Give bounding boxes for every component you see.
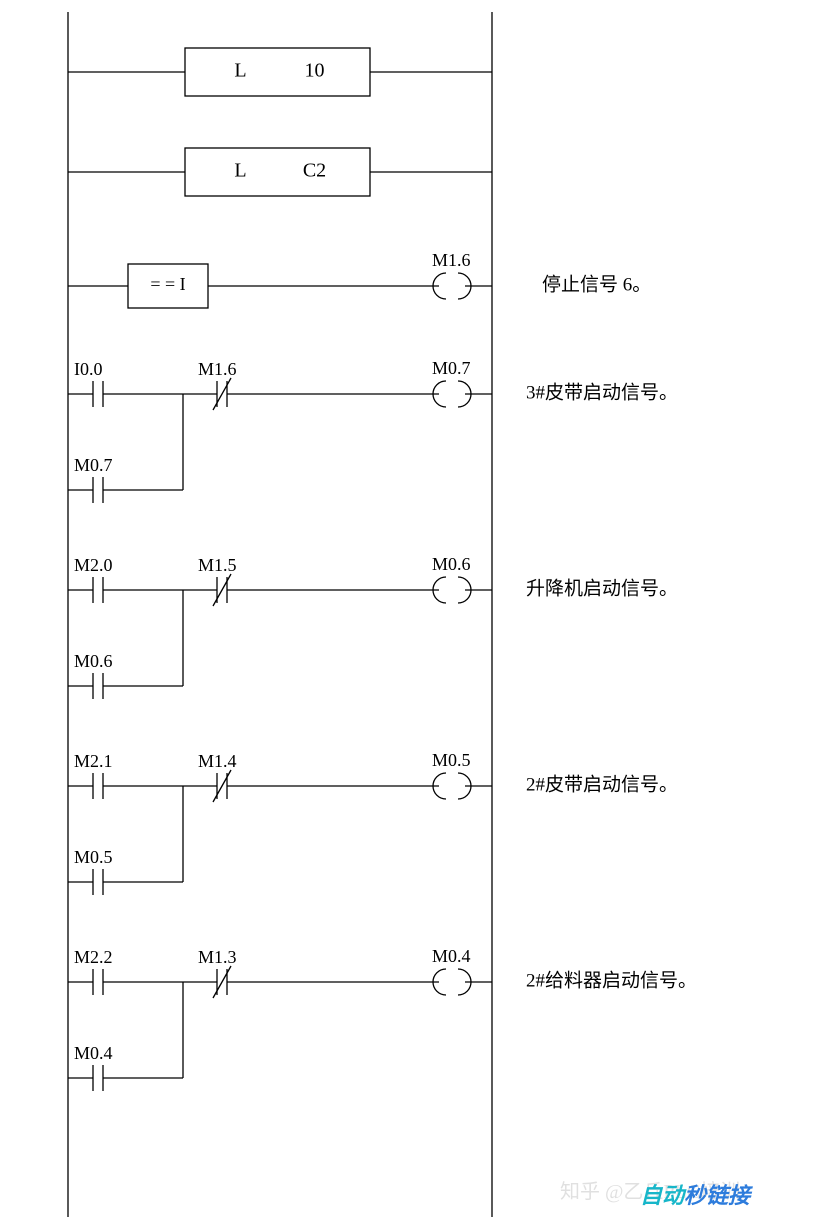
- svg-text:M1.3: M1.3: [198, 947, 237, 967]
- svg-text:M0.6: M0.6: [74, 651, 113, 671]
- svg-text:M0.4: M0.4: [432, 946, 471, 966]
- svg-text:M1.5: M1.5: [198, 555, 237, 575]
- svg-text:M2.2: M2.2: [74, 947, 113, 967]
- svg-text:M1.6: M1.6: [198, 359, 237, 379]
- svg-text:M0.4: M0.4: [74, 1043, 113, 1063]
- svg-text:M1.6: M1.6: [432, 250, 471, 270]
- svg-text:M0.6: M0.6: [432, 554, 471, 574]
- ladder-diagram: L 10 L C2 = = I M1.6 停止信号 6。 I0.0 M1.6 M0.7 M0.7 3#…: [0, 0, 828, 1217]
- svg-text:L: L: [234, 160, 246, 182]
- svg-text:3#皮带启动信号。: 3#皮带启动信号。: [526, 381, 678, 403]
- svg-text:停止信号 6。: 停止信号 6。: [542, 273, 651, 295]
- svg-text:M0.7: M0.7: [432, 358, 471, 378]
- svg-text:M2.0: M2.0: [74, 555, 113, 575]
- svg-text:M2.1: M2.1: [74, 751, 113, 771]
- svg-text:M0.5: M0.5: [74, 847, 113, 867]
- svg-text:2#皮带启动信号。: 2#皮带启动信号。: [526, 773, 678, 795]
- svg-text:= = I: = = I: [150, 274, 185, 294]
- svg-text:升降机启动信号。: 升降机启动信号。: [526, 577, 678, 599]
- svg-text:M0.7: M0.7: [74, 455, 113, 475]
- svg-text:I0.0: I0.0: [74, 359, 103, 379]
- svg-text:C2: C2: [303, 160, 326, 182]
- svg-text:2#给料器启动信号。: 2#给料器启动信号。: [526, 969, 697, 991]
- svg-text:L: L: [234, 60, 246, 82]
- svg-text:M0.5: M0.5: [432, 750, 471, 770]
- svg-text:M1.4: M1.4: [198, 751, 237, 771]
- svg-text:10: 10: [305, 60, 325, 82]
